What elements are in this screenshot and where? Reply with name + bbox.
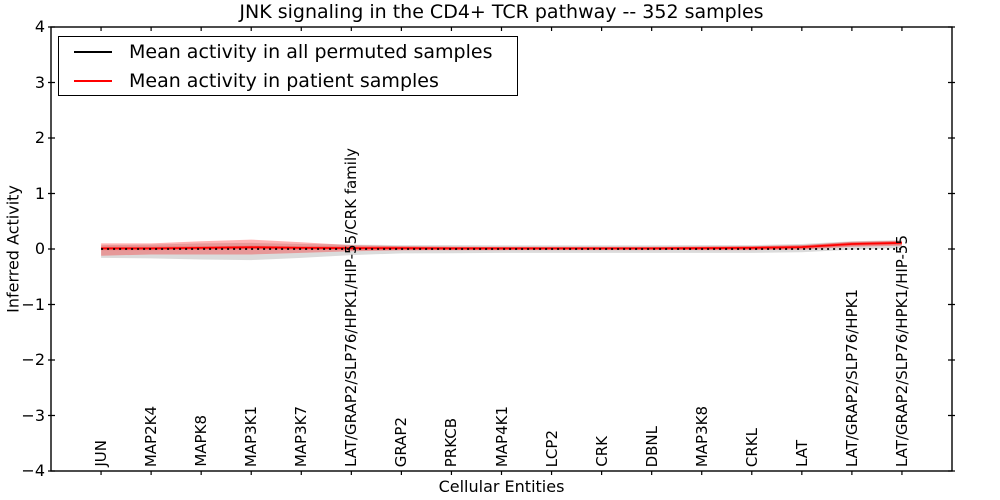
x-tick-label: MAP3K8 bbox=[692, 405, 711, 467]
x-tick-label: MAP3K7 bbox=[292, 405, 311, 467]
x-tick-label: GRAP2 bbox=[392, 416, 411, 467]
y-tick-label: −3 bbox=[21, 405, 45, 425]
x-tick-label: MAP2K4 bbox=[142, 405, 161, 467]
y-tick-label: −1 bbox=[21, 294, 45, 314]
patient-mean-line bbox=[101, 242, 902, 250]
red-line-swatch bbox=[74, 79, 112, 82]
black-line-swatch bbox=[74, 50, 112, 53]
legend-label: Mean activity in all permuted samples bbox=[129, 40, 493, 63]
axis-ticks bbox=[48, 26, 955, 475]
legend-label: Mean activity in patient samples bbox=[129, 69, 439, 92]
x-tick-label: MAP4K1 bbox=[492, 405, 511, 467]
legend-item-permuted: Mean activity in all permuted samples bbox=[59, 37, 517, 66]
x-tick-label: CRK bbox=[592, 436, 611, 467]
x-tick-label: LAT/GRAP2/SLP76/HPK1/HIP-55/CRK family bbox=[342, 148, 361, 467]
permuted-confidence-band bbox=[101, 240, 902, 261]
y-tick-label: 1 bbox=[34, 183, 45, 203]
legend: Mean activity in all permuted samples Me… bbox=[58, 36, 518, 96]
chart-title: JNK signaling in the CD4+ TCR pathway --… bbox=[239, 1, 764, 23]
x-tick-label: MAPK8 bbox=[192, 415, 211, 467]
y-tick-label: 4 bbox=[34, 17, 45, 36]
x-axis-label: Cellular Entities bbox=[438, 477, 565, 496]
x-tick-label: DBNL bbox=[642, 425, 661, 467]
x-tick-label: CRKL bbox=[742, 427, 761, 467]
y-tick-label: −2 bbox=[21, 350, 45, 369]
x-tick-label: LAT/GRAP2/SLP76/HPK1 bbox=[842, 288, 861, 467]
x-tick-label: LCP2 bbox=[542, 429, 561, 467]
x-tick-label: LAT bbox=[792, 440, 811, 467]
y-tick-label: 0 bbox=[34, 239, 45, 258]
x-tick-label: LAT/GRAP2/SLP76/HPK1/HIP-55 bbox=[892, 234, 911, 467]
x-tick-label: MAP3K1 bbox=[242, 405, 261, 467]
y-tick-label: −4 bbox=[21, 461, 45, 480]
x-tick-label: PRKCB bbox=[442, 417, 461, 467]
y-tick-label: 3 bbox=[34, 72, 45, 92]
y-tick-label: 2 bbox=[34, 128, 45, 147]
x-tick-label: JUN bbox=[92, 440, 111, 467]
legend-item-patient: Mean activity in patient samples bbox=[59, 66, 517, 95]
